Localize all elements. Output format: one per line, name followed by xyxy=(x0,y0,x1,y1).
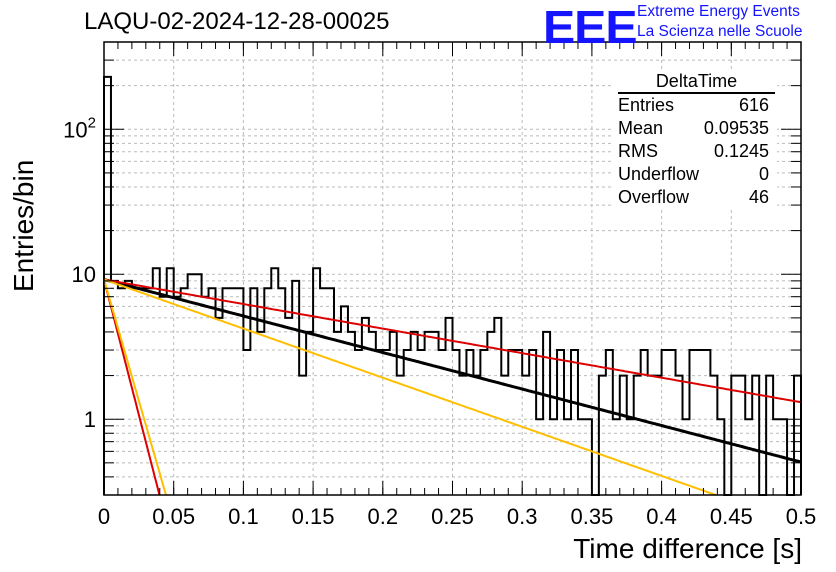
stats-row-rms: RMS 0.1245 xyxy=(612,140,777,163)
x-tick-label: 0.1 xyxy=(228,504,259,529)
fit-curve xyxy=(103,278,717,496)
fit-curve xyxy=(103,279,167,496)
stats-title: DeltaTime xyxy=(618,70,775,94)
x-tick-label: 0.4 xyxy=(646,504,677,529)
chart-title: LAQU-02-2024-12-28-00025 xyxy=(84,8,390,35)
stats-label: Underflow xyxy=(618,164,700,184)
stats-value: 0.09535 xyxy=(703,118,769,138)
x-axis-label: Time difference [s] xyxy=(573,533,802,564)
stats-row-entries: Entries 616 xyxy=(612,94,777,117)
x-tick-label: 0.25 xyxy=(431,504,474,529)
y-tick-label: 10 xyxy=(72,262,96,287)
stats-value: 46 xyxy=(748,187,769,207)
fit-curve xyxy=(103,278,802,404)
histogram-bars xyxy=(103,75,802,496)
fit-curve xyxy=(103,278,802,464)
x-tick-label: 0.15 xyxy=(292,504,335,529)
y-tick-label: 102 xyxy=(63,114,96,142)
stats-row-underflow: Underflow 0 xyxy=(612,163,777,186)
x-tick-label: 0.5 xyxy=(786,504,817,529)
x-tick-label: 0.05 xyxy=(152,504,195,529)
x-tick-label: 0.3 xyxy=(507,504,538,529)
logo-subtitle-line1: Extreme Energy Events xyxy=(637,3,800,20)
y-axis-label: Entries/bin xyxy=(8,159,39,292)
stats-label: RMS xyxy=(618,141,658,161)
x-tick-label: 0 xyxy=(98,504,110,529)
stats-value: 0 xyxy=(758,164,769,184)
stats-label: Entries xyxy=(618,95,675,115)
x-tick-label: 0.45 xyxy=(710,504,753,529)
y-tick-label: 1 xyxy=(84,407,96,432)
stats-value: 616 xyxy=(738,95,769,115)
x-tick-label: 0.35 xyxy=(570,504,613,529)
eee-logo: EEE xyxy=(543,1,638,53)
logo-subtitle-line2: La Scienza nelle Scuole xyxy=(637,23,803,40)
stats-row-mean: Mean 0.09535 xyxy=(612,117,777,140)
stats-value: 0.1245 xyxy=(713,141,769,161)
stats-row-overflow: Overflow 46 xyxy=(612,186,777,209)
x-tick-label: 0.2 xyxy=(368,504,399,529)
stats-label: Mean xyxy=(618,118,664,138)
stats-box: DeltaTime Entries 616 Mean 0.09535 RMS 0… xyxy=(612,70,777,209)
fit-curve xyxy=(103,279,161,496)
stats-label: Overflow xyxy=(618,187,690,207)
